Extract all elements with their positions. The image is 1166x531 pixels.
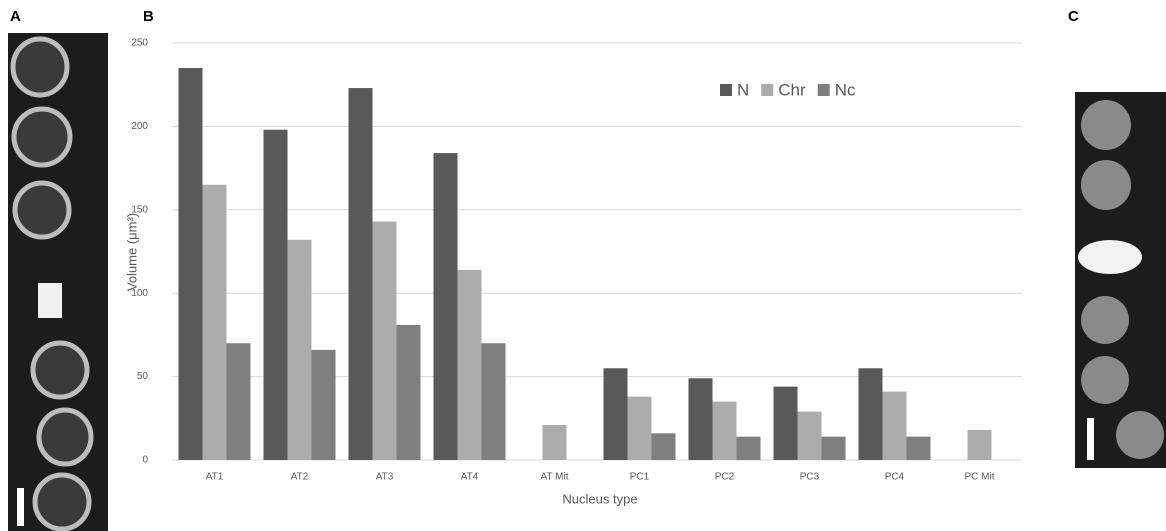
- x-axis-title: Nucleus type: [562, 491, 637, 506]
- y-tick-label: 100: [131, 288, 148, 299]
- bar: [542, 424, 567, 460]
- y-tick-label: 50: [137, 371, 149, 382]
- bar: [311, 349, 336, 460]
- x-tick-label: PC2: [715, 472, 735, 483]
- x-tick-label: AT1: [206, 472, 224, 483]
- micrograph-a: [8, 33, 108, 531]
- x-tick-label: PC3: [800, 472, 820, 483]
- bar: [688, 378, 713, 460]
- panel-label: A: [10, 8, 21, 25]
- micrograph-c: [1075, 92, 1166, 468]
- y-tick-label: 250: [131, 38, 148, 49]
- bar: [263, 129, 288, 460]
- bar: [226, 343, 251, 460]
- x-tick-label: AT Mit: [541, 472, 569, 483]
- bar: [457, 269, 482, 460]
- bar: [773, 386, 798, 460]
- bar: [821, 436, 846, 460]
- legend-label: N: [737, 80, 749, 99]
- x-tick-label: PC1: [630, 472, 650, 483]
- x-tick-label: AT2: [291, 472, 309, 483]
- bar: [178, 68, 203, 461]
- x-tick-label: PC Mit: [965, 472, 995, 483]
- x-tick-label: AT4: [461, 472, 479, 483]
- legend-label: Chr: [778, 80, 806, 99]
- bar: [287, 239, 312, 460]
- bar: [627, 396, 652, 460]
- bar: [348, 88, 373, 460]
- bar: [433, 153, 458, 460]
- y-tick-label: 200: [131, 121, 148, 132]
- bar: [736, 436, 761, 460]
- legend-swatch: [720, 84, 732, 96]
- legend-swatch: [817, 84, 830, 96]
- legend-label: Nc: [835, 80, 856, 99]
- bar: [396, 324, 421, 460]
- bar: [967, 429, 992, 460]
- bar: [712, 401, 737, 460]
- bar: [797, 411, 822, 460]
- panel-label: B: [143, 8, 154, 25]
- x-tick-label: PC4: [885, 472, 905, 483]
- bar: [858, 368, 883, 460]
- x-tick-label: AT3: [376, 472, 394, 483]
- panel-label: C: [1068, 8, 1079, 25]
- bar: [882, 391, 907, 460]
- bar: [603, 368, 628, 460]
- bar: [372, 221, 397, 460]
- y-tick-label: 150: [131, 204, 148, 215]
- bar: [481, 343, 506, 460]
- y-axis-title: Volume (μm³): [124, 213, 139, 291]
- legend-swatch: [761, 84, 774, 96]
- bar: [651, 433, 676, 460]
- y-tick-label: 0: [142, 455, 148, 466]
- bar: [202, 184, 227, 460]
- bar: [906, 436, 931, 460]
